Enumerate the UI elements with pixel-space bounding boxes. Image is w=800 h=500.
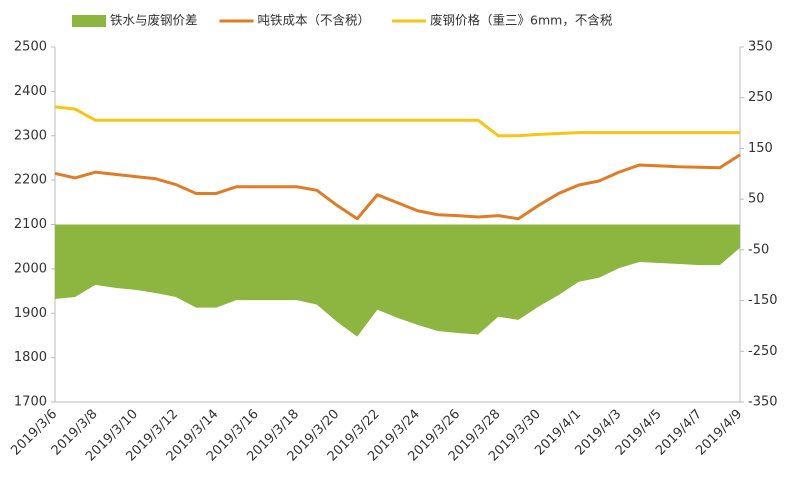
legend-label: 吨铁成本（不含税） bbox=[258, 13, 371, 28]
y-tick-label: 2300 bbox=[14, 128, 47, 143]
series-line bbox=[54, 105, 740, 138]
y2-tick-label: 250 bbox=[748, 90, 773, 105]
y2-tick-label: 150 bbox=[748, 141, 773, 156]
difference-area bbox=[55, 224, 740, 337]
series-line bbox=[54, 153, 741, 221]
legend-label: 废钢价格（重三》6mm，不含税 bbox=[430, 13, 613, 28]
y-tick-label: 1900 bbox=[14, 306, 47, 321]
y2-tick-label: -150 bbox=[748, 293, 778, 308]
legend-swatch bbox=[72, 15, 106, 27]
y-tick-label: 2200 bbox=[14, 173, 47, 188]
legend: 铁水与废钢价差 吨铁成本（不含税） 废钢价格（重三》6mm，不含税 bbox=[72, 13, 613, 28]
y-tick-label: 2400 bbox=[14, 84, 47, 99]
y2-tick-label: 350 bbox=[748, 40, 773, 55]
y-tick-label: 1700 bbox=[14, 395, 47, 410]
y2-tick-label: -50 bbox=[748, 242, 769, 257]
y-tick-label: 2100 bbox=[14, 217, 47, 232]
y-tick-label: 2000 bbox=[14, 261, 47, 276]
y-tick-label: 2500 bbox=[14, 40, 47, 55]
legend-label: 铁水与废钢价差 bbox=[110, 13, 198, 28]
y-tick-label: 1800 bbox=[14, 350, 47, 365]
y2-tick-label: -250 bbox=[748, 344, 778, 359]
y2-tick-label: -350 bbox=[748, 395, 778, 410]
y2-tick-label: 50 bbox=[748, 192, 765, 207]
